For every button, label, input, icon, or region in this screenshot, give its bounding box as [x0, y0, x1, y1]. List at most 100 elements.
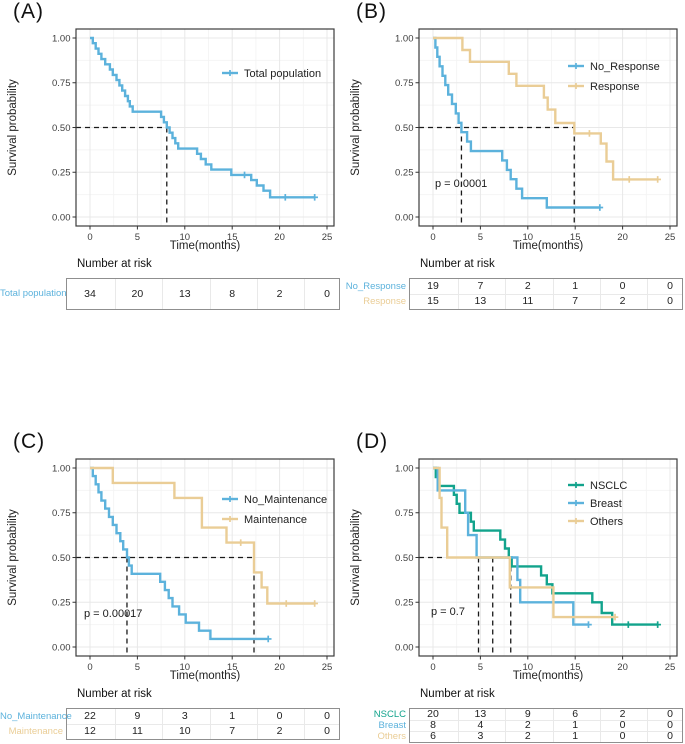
y-axis-title: Survival probability	[350, 509, 362, 606]
risk-count: 2	[524, 280, 531, 292]
risk-count: 22	[84, 710, 96, 722]
risk-table-body: No_Response 19 7 2 1 0 0 Response 15 13 11 7 2 0	[343, 278, 685, 310]
x-tick-label: 25	[322, 232, 333, 243]
legend-label: Others	[590, 516, 624, 528]
x-tick-label: 25	[665, 232, 676, 243]
legend-label: Total population	[244, 68, 321, 80]
risk-row-label: NSCLC	[373, 709, 406, 720]
x-tick-label: 0	[87, 662, 92, 673]
x-tick-label: 10	[180, 232, 191, 243]
risk-count: 0	[619, 280, 626, 292]
risk-count: 11	[131, 725, 143, 737]
x-tick-label: 5	[478, 662, 483, 673]
panel-d-km-plot: (D) 1.00 0.75 0.50 0.25 0.00 0 5 10 15 20 25 Surviva…	[343, 430, 685, 744]
x-tick-label: 20	[617, 662, 628, 673]
risk-table-section: Number at risk NSCLC 20 13 9 6 2 0 Breast 8 4 2 1 0 0 O…	[343, 686, 685, 743]
km-curve	[433, 466, 615, 619]
risk-table-separator	[209, 279, 211, 309]
risk-table-body: NSCLC 20 13 9 6 2 0 Breast 8 4 2 1 0 0 Others 6 3 2 1 0 0	[343, 708, 685, 743]
risk-count: 2	[524, 730, 531, 742]
risk-table-separator	[647, 709, 649, 742]
risk-count: 7	[477, 280, 484, 292]
risk-count: 13	[474, 295, 487, 307]
x-tick-label: 15	[570, 232, 581, 243]
x-axis-title: Time(months)	[513, 670, 584, 682]
risk-count: 3	[477, 730, 484, 742]
panel-label: (D)	[356, 430, 389, 453]
x-tick-label: 15	[227, 662, 238, 673]
risk-table-separator	[114, 279, 116, 309]
x-tick-label: 5	[478, 232, 483, 243]
risk-count: 1	[229, 710, 236, 722]
x-tick-label: 20	[274, 662, 285, 673]
y-tick-label: 0.25	[52, 168, 71, 179]
y-tick-label: 0.50	[52, 123, 71, 134]
x-tick-label: 0	[430, 662, 435, 673]
x-tick-label: 20	[274, 232, 285, 243]
risk-count: 0	[667, 730, 673, 742]
legend-label: No_Response	[590, 61, 660, 73]
y-tick-label: 1.00	[52, 463, 71, 474]
p-value: p = 0.7	[431, 606, 465, 618]
km-curve	[433, 36, 658, 181]
risk-count: 20	[131, 288, 144, 300]
legend-label: Breast	[590, 498, 622, 510]
km-chart: 1.00 0.75 0.50 0.25 0.00 0 5 10 15 20 25 Survival p…	[350, 28, 678, 252]
risk-count: 13	[474, 708, 487, 720]
risk-table-box	[409, 278, 683, 310]
x-tick-label: 15	[227, 232, 238, 243]
risk-table-section: Number at risk No_Maintenance 22 9 3 1 0 0 Maint…	[0, 686, 342, 740]
km-curve	[90, 466, 269, 641]
y-tick-label: 0.75	[395, 78, 414, 89]
risk-table-separator	[256, 279, 258, 309]
risk-count: 2	[276, 725, 283, 737]
y-tick-label: 1.00	[395, 33, 414, 44]
y-axis-title: Survival probability	[350, 79, 362, 176]
risk-table-title: Number at risk	[77, 688, 152, 700]
km-curve	[433, 36, 600, 209]
risk-count: 2	[524, 719, 531, 731]
y-tick-label: 0.50	[395, 123, 414, 134]
risk-table-box	[409, 708, 683, 743]
risk-count: 2	[276, 288, 283, 300]
risk-table-body: No_Maintenance 22 9 3 1 0 0 Maintenance 12 11 10 7 2…	[0, 708, 342, 740]
risk-count: 0	[667, 708, 673, 720]
y-tick-label: 0.50	[52, 553, 71, 564]
x-tick-label: 0	[430, 232, 435, 243]
risk-table-section: Number at risk No_Response 19 7 2 1 0 0 Response…	[343, 256, 685, 310]
risk-count: 15	[427, 295, 439, 307]
risk-count: 0	[619, 719, 626, 731]
y-tick-label: 0.00	[395, 642, 414, 653]
risk-count: 11	[522, 295, 534, 307]
x-tick-label: 25	[322, 662, 333, 673]
risk-table-separator	[304, 279, 306, 309]
km-curve	[90, 36, 315, 199]
legend-label: Maintenance	[244, 514, 307, 526]
y-tick-label: 1.00	[395, 463, 414, 474]
risk-count: 0	[619, 730, 626, 742]
risk-count: 0	[324, 710, 330, 722]
risk-count: 3	[181, 710, 188, 722]
risk-table-separator	[505, 709, 507, 742]
x-tick-label: 25	[665, 662, 676, 673]
risk-count: 7	[229, 725, 236, 737]
x-tick-label: 5	[135, 232, 140, 243]
panel-c-km-plot: (C) 1.00 0.75 0.50 0.25 0.00 0 5 10 15 20 25 Surviva…	[0, 430, 342, 744]
km-curve	[433, 466, 589, 626]
legend-label: No_Maintenance	[244, 494, 327, 506]
risk-count: 1	[572, 719, 579, 731]
y-tick-label: 0.25	[395, 168, 414, 179]
risk-count: 8	[430, 719, 436, 731]
risk-count: 8	[229, 288, 236, 300]
risk-count: 0	[324, 725, 330, 737]
x-tick-label: 20	[617, 232, 628, 243]
risk-table-separator	[552, 709, 554, 742]
risk-row-label: Total population	[0, 288, 67, 299]
panel-label: (C)	[13, 430, 46, 453]
p-value: p = 0.0001	[435, 178, 487, 190]
risk-table-separator	[457, 709, 459, 742]
y-tick-label: 1.00	[52, 33, 71, 44]
y-tick-label: 0.75	[52, 508, 71, 519]
legend-label: Response	[590, 81, 640, 93]
risk-row-label: Others	[377, 731, 406, 742]
